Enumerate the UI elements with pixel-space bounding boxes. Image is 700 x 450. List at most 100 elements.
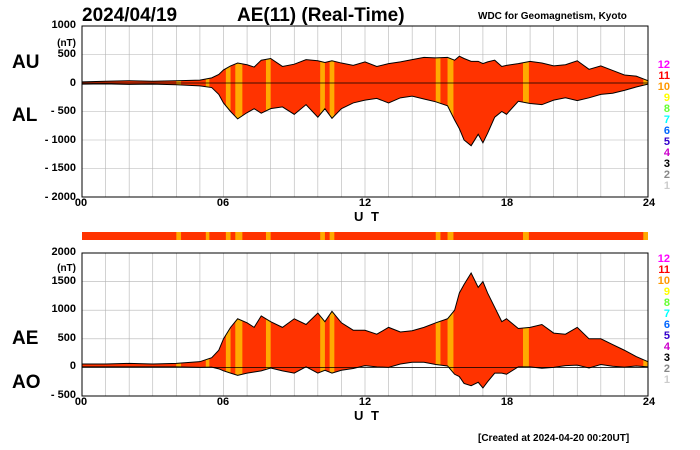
legend-item: 10 bbox=[657, 275, 670, 287]
legend-item: 6 bbox=[663, 125, 670, 137]
top-legend: 12 11 10 9 8 7 6 5 4 3 2 1 bbox=[648, 60, 670, 192]
legend-item: 10 bbox=[657, 81, 670, 93]
y-tick-label: 2000 bbox=[51, 246, 76, 258]
y-tick-label: 0 bbox=[69, 360, 76, 372]
y-tick-label: - 500 bbox=[50, 105, 76, 117]
legend-item: 2 bbox=[663, 363, 670, 375]
band-block bbox=[205, 273, 210, 388]
al-label: AL bbox=[12, 105, 38, 126]
series-line-al bbox=[81, 83, 649, 147]
legend-item: 5 bbox=[663, 136, 670, 148]
band-block bbox=[523, 56, 529, 146]
x-tick-label: 24 bbox=[642, 197, 656, 209]
legend-item: 7 bbox=[663, 114, 670, 126]
series-line-ae bbox=[82, 271, 649, 365]
legend-item: 3 bbox=[663, 158, 670, 170]
band-block bbox=[435, 273, 441, 388]
series-line-ao bbox=[82, 361, 649, 389]
station-bar-block bbox=[435, 232, 441, 240]
legend-item: 4 bbox=[663, 147, 670, 159]
created-timestamp: [Created at 2024-04-20 00:20UT] bbox=[478, 433, 630, 444]
x-tick-label: 24 bbox=[642, 396, 656, 408]
band-block bbox=[176, 273, 182, 388]
station-bar-block bbox=[225, 232, 231, 240]
station-bar-block bbox=[643, 232, 648, 240]
legend-item: 12 bbox=[657, 253, 670, 265]
y-tick-label: 500 bbox=[57, 48, 76, 60]
legend-item: 5 bbox=[663, 330, 670, 342]
y-tick-label: - 1000 bbox=[44, 134, 76, 146]
legend-item: 11 bbox=[658, 264, 670, 276]
band-block bbox=[235, 273, 243, 388]
au-label: AU bbox=[12, 52, 40, 73]
institution-label: WDC for Geomagnetism, Kyoto bbox=[478, 11, 627, 22]
x-tick-label: 00 bbox=[74, 197, 88, 209]
y-tick-label: 1000 bbox=[51, 19, 76, 31]
band-block bbox=[447, 273, 454, 388]
plot-frame bbox=[81, 25, 649, 198]
y-tick-label: - 2000 bbox=[44, 191, 76, 203]
series-line-au bbox=[81, 55, 649, 83]
station-bar-block bbox=[176, 232, 182, 240]
band-block bbox=[225, 273, 231, 388]
legend-item: 8 bbox=[663, 297, 670, 309]
y-tick-label: 1000 bbox=[51, 303, 76, 315]
legend-item: 3 bbox=[663, 352, 670, 364]
legend-item: 9 bbox=[663, 286, 670, 298]
band-block bbox=[225, 56, 231, 146]
x-tick-label: 12 bbox=[358, 197, 372, 209]
legend-item: 2 bbox=[663, 169, 670, 181]
band-block bbox=[320, 56, 325, 146]
band-block bbox=[265, 56, 271, 146]
band-block bbox=[329, 56, 335, 146]
x-tick-label: 06 bbox=[216, 197, 230, 209]
legend-item: 6 bbox=[663, 319, 670, 331]
station-bar-block bbox=[320, 232, 325, 240]
station-bar-block bbox=[523, 232, 529, 240]
station-bar bbox=[82, 232, 648, 240]
y-tick-label: - 1500 bbox=[44, 162, 76, 174]
station-bar-block bbox=[205, 232, 210, 240]
legend-item: 7 bbox=[663, 308, 670, 320]
x-tick-label: 18 bbox=[500, 396, 514, 408]
band-block bbox=[643, 273, 648, 388]
y-tick-label: 0 bbox=[69, 77, 76, 89]
band-block bbox=[447, 56, 454, 146]
legend-item: 9 bbox=[663, 92, 670, 104]
x-tick-label: 18 bbox=[500, 197, 514, 209]
legend-item: 11 bbox=[658, 70, 670, 82]
plot-frame bbox=[81, 252, 649, 397]
date-title: 2024/04/19 bbox=[82, 5, 178, 26]
band-block bbox=[235, 56, 243, 146]
legend-item: 12 bbox=[657, 59, 670, 71]
station-bar-block bbox=[235, 232, 243, 240]
station-bar-block bbox=[447, 232, 454, 240]
band-block bbox=[265, 273, 271, 388]
band-block bbox=[320, 273, 325, 388]
bottom-unit-label: (nT) bbox=[57, 263, 76, 274]
x-tick-label: 06 bbox=[216, 396, 230, 408]
bottom-legend: 12 11 10 9 8 7 6 5 4 3 2 1 bbox=[648, 254, 670, 386]
band-block bbox=[329, 273, 335, 388]
legend-item: 8 bbox=[663, 103, 670, 115]
legend-item: 1 bbox=[663, 180, 670, 192]
bottom-x-axis-label: U T bbox=[354, 408, 381, 423]
index-title: AE(11) (Real-Time) bbox=[237, 5, 405, 26]
y-tick-label: 500 bbox=[57, 332, 76, 344]
top-x-axis-label: U T bbox=[354, 209, 381, 224]
y-tick-label: 1500 bbox=[51, 275, 76, 287]
x-tick-label: 00 bbox=[74, 396, 88, 408]
top-unit-label: (nT) bbox=[57, 38, 76, 49]
band-block bbox=[523, 273, 529, 388]
station-bar-block bbox=[265, 232, 271, 240]
band-block bbox=[435, 56, 441, 146]
ao-label: AO bbox=[12, 372, 41, 393]
ae-label: AE bbox=[12, 328, 39, 349]
station-bar-block bbox=[329, 232, 335, 240]
y-tick-label: - 500 bbox=[50, 389, 76, 401]
area-fill bbox=[82, 56, 648, 146]
legend-item: 1 bbox=[663, 374, 670, 386]
legend-item: 4 bbox=[663, 341, 670, 353]
x-tick-label: 12 bbox=[358, 396, 372, 408]
